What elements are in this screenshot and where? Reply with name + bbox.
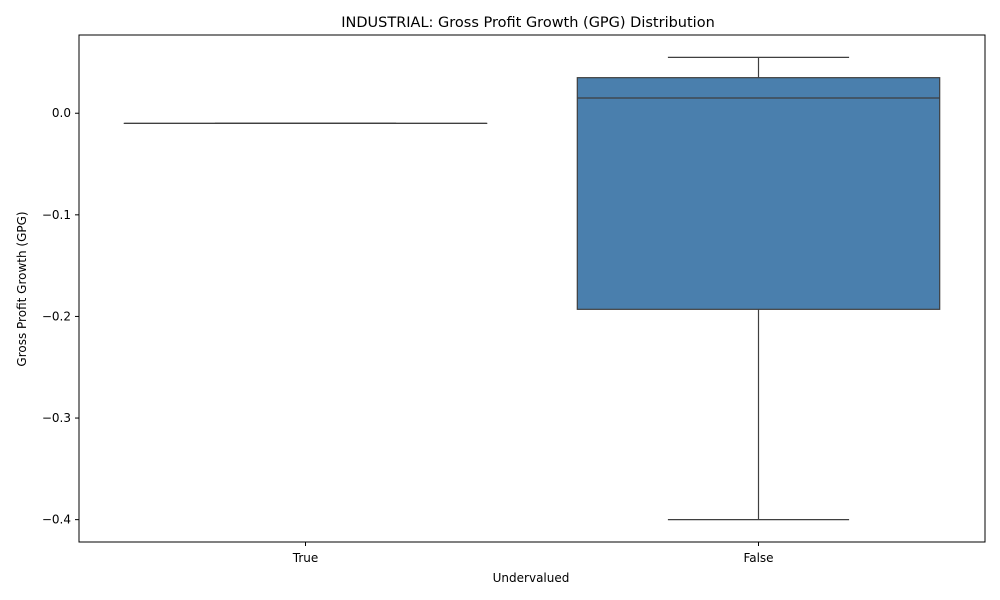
x-tick-label: True xyxy=(292,551,319,565)
y-tick-label: −0.4 xyxy=(42,513,71,527)
plot-frame xyxy=(78,34,986,543)
x-tick-label: False xyxy=(743,551,773,565)
y-tick-label: 0.0 xyxy=(52,106,71,120)
y-tick-label: −0.3 xyxy=(42,411,71,425)
box-iqr xyxy=(576,77,941,310)
box-group-false xyxy=(576,56,941,521)
chart-title: INDUSTRIAL: Gross Profit Growth (GPG) Di… xyxy=(341,15,715,31)
axis-ticks: 0.0 −0.1 −0.2 −0.3 −0.4 True False xyxy=(42,106,774,565)
y-tick-label: −0.2 xyxy=(42,309,71,323)
plot-area xyxy=(123,56,941,521)
y-tick-label: −0.1 xyxy=(42,208,71,222)
y-axis-label: Gross Profit Growth (GPG) xyxy=(15,211,29,366)
x-axis-label: Undervalued xyxy=(493,571,570,585)
